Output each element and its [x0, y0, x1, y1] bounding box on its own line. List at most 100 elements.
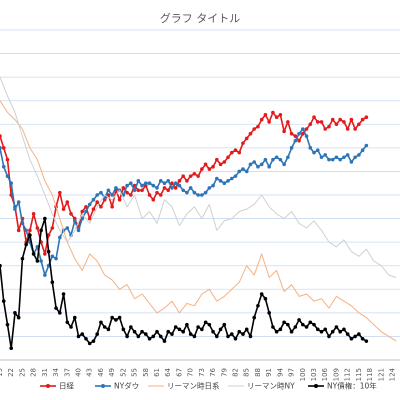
- data-point: [301, 322, 305, 327]
- x-tick-label: 46: [97, 367, 105, 376]
- x-tick-label: 25: [18, 368, 26, 377]
- series-line-3: [0, 76, 397, 278]
- data-point: [360, 117, 365, 122]
- legend-item-4: NY債権：10年: [308, 381, 377, 391]
- data-point: [211, 164, 215, 169]
- data-point: [357, 122, 361, 127]
- data-point: [274, 115, 279, 120]
- data-point: [125, 183, 129, 188]
- data-point: [312, 322, 316, 327]
- data-point: [323, 327, 328, 332]
- data-point: [80, 332, 85, 336]
- data-point: [308, 122, 313, 127]
- data-point: [43, 216, 47, 221]
- x-tick-label: 49: [108, 368, 116, 377]
- series-4: [0, 216, 369, 351]
- data-point: [147, 181, 152, 186]
- data-point: [215, 176, 219, 181]
- data-point: [218, 162, 223, 167]
- x-tick-label: 73: [198, 368, 206, 377]
- series-layer: [0, 76, 397, 351]
- series-0: [0, 110, 369, 256]
- data-point: [203, 162, 208, 167]
- data-point: [196, 325, 200, 329]
- data-point: [308, 146, 313, 150]
- data-point: [177, 327, 182, 332]
- data-point: [297, 318, 301, 322]
- data-point: [132, 329, 137, 334]
- data-point: [263, 296, 268, 301]
- x-tick-label: 100: [299, 368, 307, 381]
- data-point: [207, 167, 212, 171]
- data-point: [334, 325, 339, 329]
- data-point: [106, 327, 111, 332]
- data-point: [181, 188, 185, 193]
- data-point: [330, 117, 335, 122]
- data-point: [1, 146, 6, 150]
- x-tick-label: 37: [63, 368, 71, 377]
- data-point: [99, 320, 103, 325]
- data-point: [110, 193, 114, 197]
- x-tick-label: 88: [254, 368, 262, 377]
- data-point: [158, 334, 163, 339]
- data-point: [76, 334, 81, 339]
- data-point: [192, 334, 197, 339]
- data-point: [304, 134, 309, 138]
- data-point: [54, 306, 58, 310]
- x-tick-label: 22: [7, 368, 15, 377]
- data-point: [181, 174, 185, 178]
- data-point: [203, 190, 208, 195]
- chart-title: グラフ タイトル: [159, 12, 241, 25]
- data-point: [226, 179, 230, 183]
- data-point: [297, 138, 301, 143]
- data-point: [200, 167, 204, 171]
- data-point: [241, 141, 245, 145]
- x-tick-label: 82: [232, 368, 240, 377]
- x-tick-label: 115: [355, 368, 363, 381]
- data-point: [87, 202, 92, 207]
- data-point: [301, 131, 305, 136]
- data-point: [304, 325, 309, 329]
- x-axis-ticks: 19 22 25 28 31 34 37 40 43 46 49 52 55 58 61 64 67 70 73 76…: [0, 367, 397, 381]
- data-point: [229, 150, 234, 155]
- data-point: [173, 325, 178, 329]
- series-2: [0, 100, 397, 342]
- data-point: [76, 228, 81, 233]
- legend-label: NYダウ: [114, 381, 139, 391]
- data-point: [91, 207, 96, 211]
- data-point: [357, 153, 361, 157]
- data-point: [20, 256, 25, 261]
- data-point: [222, 181, 227, 186]
- data-point: [114, 318, 118, 322]
- x-tick-label: 58: [142, 368, 150, 377]
- data-point: [327, 124, 331, 129]
- data-point: [327, 334, 331, 339]
- data-point: [162, 339, 167, 343]
- x-tick-label: 79: [220, 368, 228, 377]
- data-point: [342, 327, 346, 332]
- data-point: [211, 183, 215, 188]
- data-point: [140, 183, 144, 188]
- data-point: [80, 209, 85, 214]
- x-tick-label: 109: [332, 368, 340, 381]
- data-point: [312, 115, 316, 120]
- data-point: [91, 197, 96, 202]
- x-tick-label: 112: [344, 368, 352, 381]
- data-point: [237, 329, 242, 334]
- legend-item-1: NYダウ: [95, 381, 139, 391]
- data-point: [155, 186, 159, 190]
- data-point: [129, 181, 133, 186]
- data-point: [185, 190, 189, 195]
- data-point: [72, 315, 77, 320]
- data-point: [248, 334, 253, 339]
- data-point: [43, 273, 47, 277]
- series-3: [0, 76, 397, 278]
- data-point: [158, 193, 163, 197]
- data-point: [338, 329, 342, 334]
- data-point: [143, 332, 148, 336]
- data-point: [147, 336, 152, 341]
- data-point: [211, 329, 215, 334]
- x-tick-label: 121: [377, 368, 385, 381]
- data-point: [256, 164, 260, 169]
- series-1: [0, 127, 369, 277]
